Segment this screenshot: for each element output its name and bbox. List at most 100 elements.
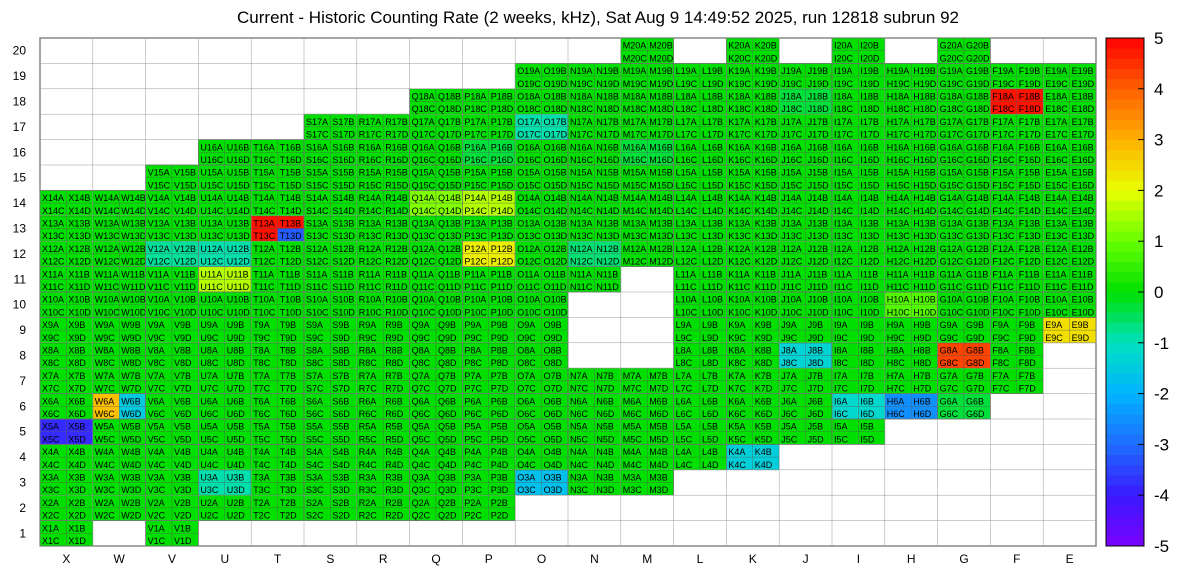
cell-label-V14A: V14A xyxy=(148,193,170,203)
cell-label-L6C: L6C xyxy=(676,409,693,419)
cell-label-P16B: P16B xyxy=(491,142,513,152)
cell-label-O13D: O13D xyxy=(544,231,568,241)
cell-label-W8A: W8A xyxy=(95,346,115,356)
colorbar-step-34 xyxy=(1106,190,1144,202)
cell-label-O3C: O3C xyxy=(517,485,536,495)
cell-label-K15B: K15B xyxy=(755,168,777,178)
cell-label-X13B: X13B xyxy=(68,219,90,229)
cell-label-S5A: S5A xyxy=(306,422,323,432)
colorbar-step-44 xyxy=(1106,88,1144,100)
y-tick-11: 11 xyxy=(14,272,27,286)
cell-label-X8B: X8B xyxy=(68,346,85,356)
cell-label-S6D: S6D xyxy=(332,409,350,419)
cell-label-N12D: N12D xyxy=(596,257,620,267)
cell-label-F13B: F13B xyxy=(1019,219,1041,229)
cell-label-X4A: X4A xyxy=(42,447,59,457)
cell-label-U8D: U8D xyxy=(227,358,246,368)
cell-label-G16C: G16C xyxy=(940,155,964,165)
cell-label-O10B: O10B xyxy=(544,295,567,305)
cell-label-J9A: J9A xyxy=(781,320,797,330)
cell-label-N6A: N6A xyxy=(570,396,588,406)
cell-label-I18D: I18D xyxy=(860,104,880,114)
colorbar-label-1: -4 xyxy=(1154,486,1169,505)
cell-label-S15A: S15A xyxy=(306,168,328,178)
cell-label-T11B: T11B xyxy=(280,269,301,279)
cell-label-X13C: X13C xyxy=(42,231,65,241)
cell-label-G12D: G12D xyxy=(966,257,990,267)
cell-label-R7A: R7A xyxy=(359,371,377,381)
cell-label-N14A: N14A xyxy=(570,193,593,203)
cell-label-J8D: J8D xyxy=(808,358,825,368)
cell-label-U10C: U10C xyxy=(200,307,224,317)
cell-label-R12C: R12C xyxy=(359,257,383,267)
cell-label-X6B: X6B xyxy=(68,396,85,406)
cell-label-P7A: P7A xyxy=(464,371,481,381)
cell-label-U6A: U6A xyxy=(200,396,218,406)
cell-label-R17D: R17D xyxy=(385,130,409,140)
cell-label-N7C: N7C xyxy=(570,384,589,394)
cell-label-V3B: V3B xyxy=(174,473,191,483)
cell-label-S3D: S3D xyxy=(332,485,350,495)
cell-label-R14A: R14A xyxy=(359,193,382,203)
cell-label-T4C: T4C xyxy=(253,460,271,470)
cell-label-V10B: V10B xyxy=(174,295,196,305)
cell-label-O4C: O4C xyxy=(517,460,536,470)
cell-label-K10C: K10C xyxy=(728,307,751,317)
colorbar-label-4: -1 xyxy=(1154,334,1169,353)
cell-label-T9C: T9C xyxy=(253,333,271,343)
cell-label-R4D: R4D xyxy=(385,460,404,470)
colorbar-step-26 xyxy=(1106,271,1144,283)
cell-label-W10B: W10B xyxy=(121,295,146,305)
cell-label-I5C: I5C xyxy=(834,434,849,444)
cell-label-M13C: M13C xyxy=(623,231,648,241)
cell-label-S9C: S9C xyxy=(306,333,324,343)
cell-label-E13B: E13B xyxy=(1072,219,1094,229)
cell-label-J6A: J6A xyxy=(781,396,797,406)
cell-label-P13A: P13A xyxy=(464,219,486,229)
cell-label-Q16A: Q16A xyxy=(412,142,435,152)
colorbar-step-48 xyxy=(1106,48,1144,59)
cell-label-V10D: V10D xyxy=(174,307,197,317)
cell-label-M19A: M19A xyxy=(623,66,647,76)
cell-label-K13A: K13A xyxy=(728,219,750,229)
cell-label-W13A: W13A xyxy=(95,219,120,229)
cell-label-S16C: S16C xyxy=(306,155,329,165)
cell-label-F18B: F18B xyxy=(1019,92,1041,102)
cell-label-U9D: U9D xyxy=(227,333,246,343)
cell-label-W14D: W14D xyxy=(121,206,147,216)
cell-label-I17C: I17C xyxy=(834,130,854,140)
cell-label-V2C: V2C xyxy=(148,511,166,521)
cell-label-I17A: I17A xyxy=(834,117,853,127)
cell-label-G12A: G12A xyxy=(940,244,963,254)
colorbar-step-18 xyxy=(1106,352,1144,364)
cell-label-K11C: K11C xyxy=(728,282,750,292)
cell-label-H13B: H13B xyxy=(913,219,936,229)
cell-label-P16C: P16C xyxy=(464,155,487,165)
cell-label-R9C: R9C xyxy=(359,333,378,343)
cell-label-I20D: I20D xyxy=(860,53,880,63)
cell-label-N18B: N18B xyxy=(596,92,619,102)
cell-label-H12D: H12D xyxy=(913,257,937,267)
cell-label-X11B: X11B xyxy=(68,269,89,279)
cell-label-H17A: H17A xyxy=(887,117,910,127)
cell-label-S5D: S5D xyxy=(332,434,350,444)
cell-label-H7B: H7B xyxy=(913,371,931,381)
cell-label-N7B: N7B xyxy=(596,371,614,381)
colorbar-step-14 xyxy=(1106,393,1144,405)
cell-label-J18D: J18D xyxy=(808,104,830,114)
y-tick-7: 7 xyxy=(19,374,26,388)
colorbar-step-8 xyxy=(1106,454,1144,466)
cell-label-H11D: H11D xyxy=(913,282,936,292)
y-tick-1: 1 xyxy=(19,526,26,540)
cell-label-I5A: I5A xyxy=(834,422,848,432)
colorbar-step-4 xyxy=(1106,495,1144,506)
cell-label-G20A: G20A xyxy=(940,41,963,51)
cell-label-M4C: M4C xyxy=(623,460,643,470)
cell-label-R3A: R3A xyxy=(359,473,377,483)
cell-label-F18A: F18A xyxy=(992,92,1014,102)
cell-label-U5B: U5B xyxy=(227,422,245,432)
cell-label-T15A: T15A xyxy=(253,168,275,178)
cell-label-P14A: P14A xyxy=(464,193,486,203)
cell-label-T8A: T8A xyxy=(253,346,270,356)
x-tick-N: N xyxy=(590,552,599,566)
